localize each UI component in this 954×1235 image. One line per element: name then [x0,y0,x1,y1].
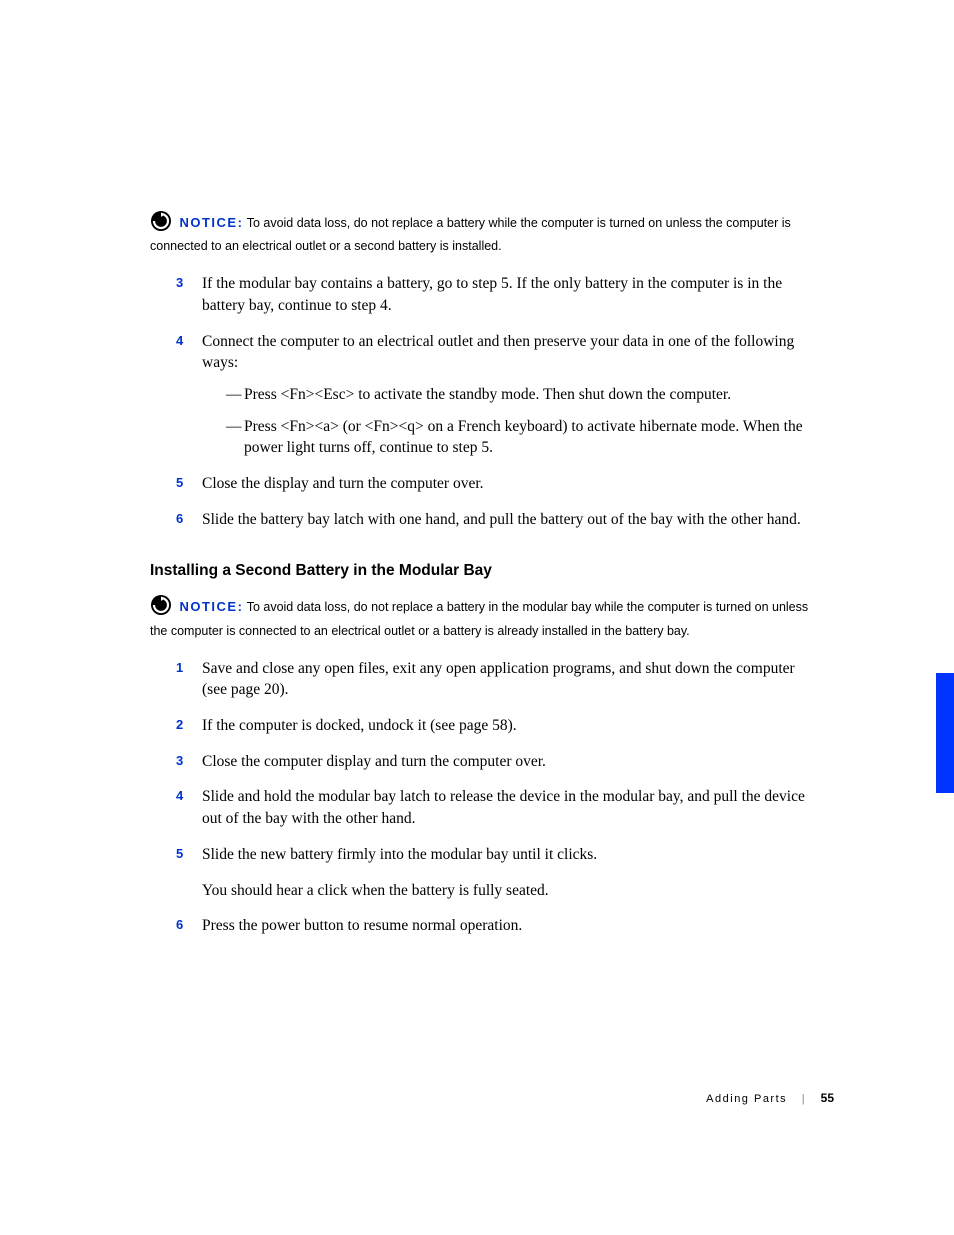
sub-text: Press <Fn><Esc> to activate the standby … [244,386,731,403]
step-number: 3 [176,752,183,770]
step-text: If the computer is docked, undock it (se… [202,717,517,734]
step-6: 6 Slide the battery bay latch with one h… [150,509,814,531]
thumb-tab [936,673,954,793]
notice-label: NOTICE: [179,215,243,230]
step-5: 5 Close the display and turn the compute… [150,473,814,495]
sub-bullet-2: Press <Fn><a> (or <Fn><q> on a French ke… [226,416,814,459]
notice-label: NOTICE: [179,599,243,614]
notice-text: To avoid data loss, do not replace a bat… [150,216,791,253]
notice-icon [150,210,172,237]
notice-text: To avoid data loss, do not replace a bat… [150,600,808,637]
step-b4: 4 Slide and hold the modular bay latch t… [150,786,814,829]
step-text: Slide and hold the modular bay latch to … [202,788,805,827]
notice-2: NOTICE: To avoid data loss, do not repla… [150,594,814,639]
step-3: 3 If the modular bay contains a battery,… [150,273,814,316]
step-number: 5 [176,474,183,492]
step-number: 6 [176,916,183,934]
step-text: Slide the battery bay latch with one han… [202,511,801,528]
notice-1: NOTICE: To avoid data loss, do not repla… [150,210,814,255]
step-number: 2 [176,716,183,734]
step-text: Press the power button to resume normal … [202,917,522,934]
step-b2: 2 If the computer is docked, undock it (… [150,715,814,737]
step-number: 4 [176,787,183,805]
page-footer: Adding Parts | 55 [706,1091,834,1105]
step-number: 4 [176,332,183,350]
page-content: NOTICE: To avoid data loss, do not repla… [0,0,954,937]
step-b3: 3 Close the computer display and turn th… [150,751,814,773]
step-text: Connect the computer to an electrical ou… [202,333,794,372]
step-number: 5 [176,845,183,863]
step-text: Save and close any open files, exit any … [202,660,795,699]
step-b1: 1 Save and close any open files, exit an… [150,658,814,701]
step-number: 6 [176,510,183,528]
sub-bullet-1: Press <Fn><Esc> to activate the standby … [226,384,814,406]
page-number: 55 [821,1091,834,1105]
step-text: Close the display and turn the computer … [202,475,484,492]
footer-section: Adding Parts [706,1093,787,1105]
step-number: 1 [176,659,183,677]
step-b5: 5 Slide the new battery firmly into the … [150,844,814,866]
step-text: If the modular bay contains a battery, g… [202,275,782,314]
step-text: Close the computer display and turn the … [202,753,546,770]
footer-divider: | [802,1093,806,1105]
step-b5-note: You should hear a click when the battery… [150,880,814,902]
notice-icon [150,594,172,621]
sub-text: Press <Fn><a> (or <Fn><q> on a French ke… [244,418,803,457]
step-number: 3 [176,274,183,292]
step-text: Slide the new battery firmly into the mo… [202,846,597,863]
section-heading: Installing a Second Battery in the Modul… [150,562,814,580]
step-4: 4 Connect the computer to an electrical … [150,331,814,459]
step-b6: 6 Press the power button to resume norma… [150,915,814,937]
